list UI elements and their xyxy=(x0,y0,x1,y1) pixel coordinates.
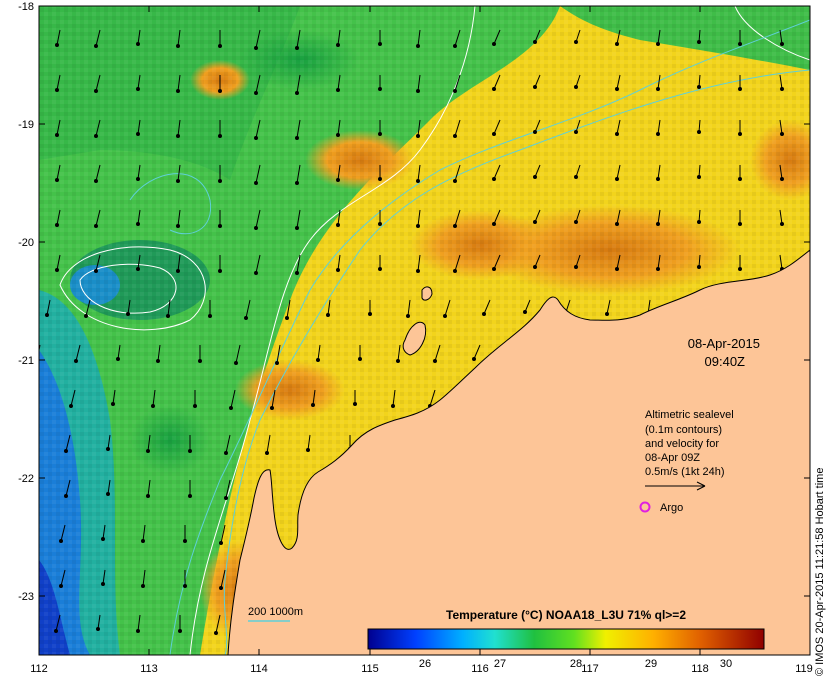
legend-line: 08-Apr 09Z xyxy=(645,452,700,464)
lat-label: -23 xyxy=(18,591,34,603)
latitude-labels: -18 -19 -20 -21 -22 -23 xyxy=(18,1,34,603)
lat-label: -20 xyxy=(18,237,34,249)
bathymetry-label: 200 1000m xyxy=(248,606,303,618)
colorbar xyxy=(367,628,765,650)
credit-text: © IMOS 20-Apr-2015 11:21:58 Hobart time xyxy=(814,467,826,676)
argo-marker-icon xyxy=(639,501,651,513)
colorbar-ticks: 26 27 28 29 30 xyxy=(419,658,732,670)
lat-label: -18 xyxy=(18,1,34,13)
colorbar-tick: 28 xyxy=(570,658,582,670)
longitude-labels: 112 113 114 115 116 117 118 119 xyxy=(30,663,813,675)
island xyxy=(402,321,427,356)
scale-arrow xyxy=(645,481,706,491)
colorbar-tick: 30 xyxy=(720,658,732,670)
colorbar-tick: 26 xyxy=(419,658,431,670)
map-date: 08-Apr-2015 xyxy=(688,336,760,351)
legend-line: 0.5m/s (1kt 24h) xyxy=(645,466,724,478)
land-australia xyxy=(227,249,810,655)
lon-label: 119 xyxy=(795,663,813,675)
lon-label: 115 xyxy=(361,663,379,675)
lat-label: -21 xyxy=(18,355,34,367)
velocity-arrows xyxy=(39,29,784,635)
legend-line: (0.1m contours) xyxy=(645,424,722,436)
lon-label: 113 xyxy=(140,663,158,675)
lon-label: 118 xyxy=(691,663,709,675)
axis-ticks xyxy=(38,5,811,655)
argo-label: Argo xyxy=(660,502,683,514)
legend-line: Altimetric sealevel xyxy=(645,409,734,421)
lon-label: 117 xyxy=(581,663,599,675)
legend-line: and velocity for xyxy=(645,438,719,450)
lat-label: -22 xyxy=(18,473,34,485)
lon-label: 112 xyxy=(30,663,48,675)
island xyxy=(421,286,433,301)
lon-label: 114 xyxy=(250,663,268,675)
velocity-legend: Altimetric sealevel (0.1m contours) and … xyxy=(645,409,734,478)
colorbar-tick: 27 xyxy=(494,658,506,670)
sst-field xyxy=(39,6,810,655)
map-time: 09:40Z xyxy=(705,354,746,369)
lat-label: -19 xyxy=(18,119,34,131)
bathymetry-contours xyxy=(129,19,810,655)
colorbar-title: Temperature (°C) NOAA18_L3U 71% ql>=2 xyxy=(446,608,686,622)
colorbar-tick: 29 xyxy=(645,658,657,670)
lon-label: 116 xyxy=(471,663,489,675)
sealevel-contours xyxy=(59,6,810,655)
